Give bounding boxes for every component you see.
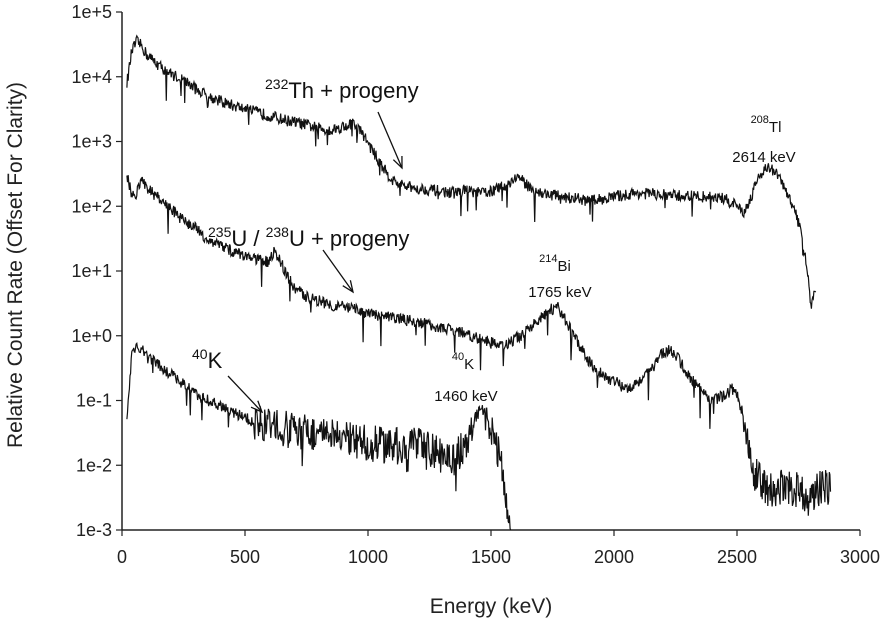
- y-tick-label: 1e+0: [71, 326, 112, 346]
- series-layer: [126, 34, 832, 531]
- y-tick-label: 1e+2: [71, 196, 112, 216]
- arrow-u235-u238: [322, 249, 354, 293]
- y-tick-label: 1e+3: [71, 132, 112, 152]
- y-tick-label: 1e+4: [71, 67, 112, 87]
- annotation-bi214-energy: 1765 keV: [528, 284, 591, 301]
- x-tick-label: 1500: [471, 547, 511, 567]
- x-tick-label: 3000: [840, 547, 880, 567]
- x-tick-label: 2000: [594, 547, 634, 567]
- annotation-tl208-energy: 2614 keV: [732, 149, 795, 166]
- arrow-k40: [227, 375, 263, 413]
- k40-spectrum-line: [126, 342, 512, 531]
- annotation-u235-u238: 235U / 238U + progeny: [208, 224, 409, 251]
- axes: 1e-3 1e-2 1e-1 1e+0 1e+1 1e+2 1e+3 1e+4 1e+5 0 500…: [71, 2, 880, 567]
- x-tick-label: 2500: [717, 547, 757, 567]
- annotations: 232Th + progeny 235U / 238U + progeny 40K 2…: [192, 76, 796, 414]
- x-axis-label: Energy (keV): [430, 595, 553, 618]
- x-tick-label: 0: [117, 547, 127, 567]
- annotation-k40-peak-energy: 1460 keV: [434, 388, 497, 405]
- th232-spectrum-line: [126, 34, 817, 309]
- y-tick-label: 1e-1: [76, 391, 112, 411]
- annotation-th232: 232Th + progeny: [265, 76, 419, 103]
- y-tick-label: 1e-2: [76, 455, 112, 475]
- y-tick-label: 1e-3: [76, 520, 112, 540]
- y-tick-label: 1e+5: [71, 2, 112, 22]
- y-tick-label: 1e+1: [71, 261, 112, 281]
- u235-u238-spectrum-line: [126, 175, 832, 516]
- arrow-th232: [377, 111, 403, 169]
- arrow-k40-head: [250, 400, 264, 414]
- annotation-bi214-label: 214Bi: [539, 253, 571, 275]
- y-axis-label: Relative Count Rate (Offset For Clarity): [4, 82, 27, 448]
- annotation-k40-peak-label: 40K: [452, 351, 474, 373]
- annotation-k40: 40K: [192, 346, 223, 373]
- x-tick-label: 500: [230, 547, 260, 567]
- arrow-th232-head: [392, 155, 403, 170]
- arrow-u235-u238-head: [342, 280, 354, 294]
- annotation-tl208-label: 208Tl: [751, 114, 782, 136]
- x-tick-label: 1000: [348, 547, 388, 567]
